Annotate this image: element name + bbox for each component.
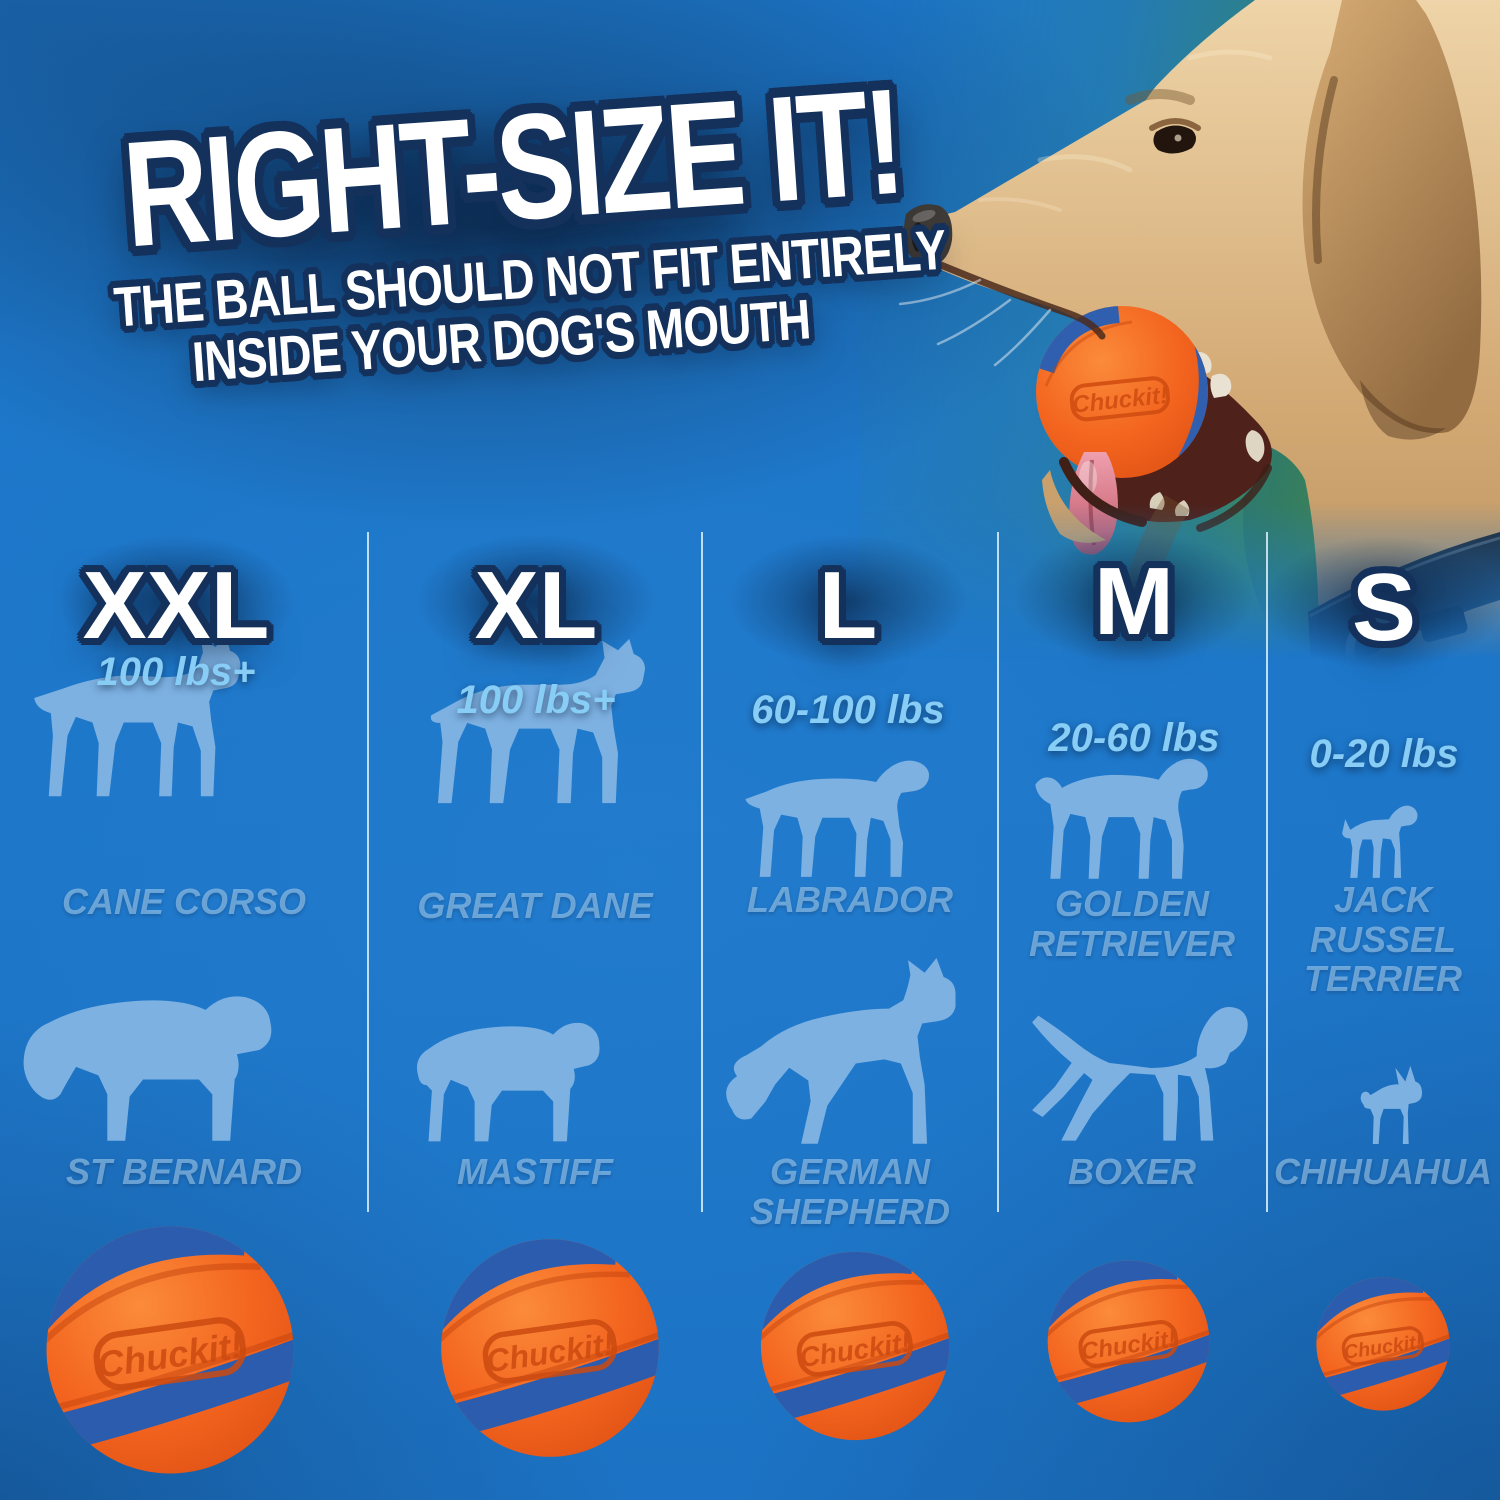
column-divider-2 [701,532,703,1212]
german-shepherd-silhouette [718,958,1003,1148]
column-divider-1 [367,532,369,1212]
size-header-xxl: XXL [16,512,336,690]
ball-m [1046,1259,1211,1424]
canine-tooth [1245,430,1265,462]
size-header-s: S [1224,514,1500,692]
breed-label-st-bernard: ST BERNARD [65,1151,302,1192]
ball-xxl [44,1224,296,1476]
upper-lip [920,254,1106,340]
breed-label-chihuahua: CHIHUAHUA [1274,1151,1492,1192]
breed-label-golden-retriever: GOLDEN RETRIEVER [1028,883,1236,964]
golden-retriever-silhouette [1032,736,1232,882]
chihuahua-silhouette [1352,1058,1452,1146]
weight-range-l: 60-100 lbs [751,688,945,732]
size-header-xl: XL [376,512,696,690]
weight-range-xxl: 100 lbs+ [96,650,256,694]
breed-label-labrador: LABRADOR [747,879,953,920]
column-divider-3 [997,532,999,1212]
weight-range-s: 0-20 lbs [1309,732,1459,776]
breed-label-german-shepherd: GERMAN SHEPHERD [749,1151,951,1232]
breed-label-jack-russel-terrier: JACK RUSSEL TERRIER [1303,879,1462,1000]
weight-range-m: 20-60 lbs [1048,716,1220,760]
breed-label-mastiff: MASTIFF [457,1151,613,1192]
jack-russel-terrier-silhouette [1332,784,1454,880]
whiskers [898,278,1052,367]
dog-photo: Chuckit! [860,0,1500,750]
breed-label-cane-corso: CANE CORSO [61,881,307,922]
st-bernard-silhouette [18,955,286,1145]
labrador-silhouette [740,740,955,880]
weight-range-xl: 100 lbs+ [456,678,616,722]
mastiff-silhouette [408,982,613,1145]
size-header-l: L [688,512,1008,690]
ear [1302,0,1482,434]
breed-label-great-dane: GREAT DANE [417,885,653,926]
ball-l [759,1250,951,1442]
dog-photo-art: Chuckit! [860,0,1500,750]
column-divider-4 [1266,532,1268,1212]
boxer-silhouette [1030,992,1280,1144]
headline-block: RIGHT-SIZE IT! THE BALL SHOULD NOT FIT E… [7,25,979,431]
eye [1153,125,1196,154]
ball-xl [439,1237,661,1459]
ball-s [1315,1276,1451,1412]
breed-label-boxer: BOXER [1067,1151,1197,1192]
